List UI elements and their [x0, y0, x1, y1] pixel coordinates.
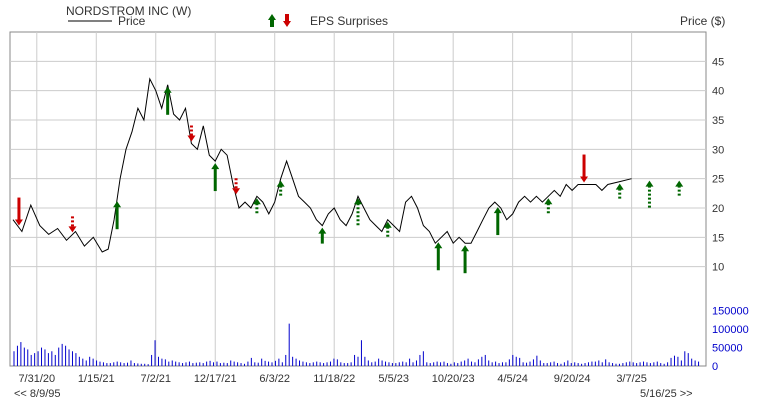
x-tick-label: 7/2/21: [140, 373, 171, 385]
volume-tick-label: 0: [712, 361, 718, 373]
eps-down-arrow-icon: [187, 125, 196, 142]
eps-up-arrow-icon: [434, 242, 443, 271]
price-tick-label: 15: [712, 232, 724, 244]
eps-legend-icon: [268, 14, 291, 27]
x-tick-label: 9/20/24: [554, 373, 591, 385]
eps-up-arrow-icon: [276, 180, 285, 197]
eps-up-arrow-icon: [113, 201, 122, 230]
price-tick-label: 40: [712, 86, 724, 98]
eps-legend-up-arrow-icon: [268, 14, 276, 27]
range-end-label[interactable]: 5/16/25 >>: [640, 388, 693, 400]
eps-up-arrow-icon: [615, 183, 624, 200]
x-tick-label: 7/31/20: [18, 373, 55, 385]
x-tick-label: 6/3/22: [259, 373, 290, 385]
eps-up-arrow-icon: [645, 180, 654, 209]
price-axis-title: Price ($): [680, 14, 725, 28]
eps-arrows: [14, 86, 684, 274]
legend-price-label: Price: [118, 14, 146, 28]
eps-legend-label: EPS Surprises: [310, 14, 388, 28]
eps-up-arrow-icon: [493, 207, 502, 236]
price-axis: 10 15 20 25 30 35 40 45: [712, 56, 724, 273]
eps-up-arrow-icon: [211, 163, 220, 192]
eps-up-arrow-icon: [383, 221, 392, 238]
x-tick-label: 3/7/25: [616, 373, 647, 385]
eps-up-arrow-icon: [354, 198, 362, 227]
price-tick-label: 45: [712, 56, 724, 68]
x-axis: 7/31/20 1/15/21 7/2/21 12/17/21 6/3/22 11/18/…: [18, 373, 646, 385]
price-tick-label: 20: [712, 203, 724, 215]
eps-up-arrow-icon: [252, 198, 261, 215]
eps-up-arrow-icon: [675, 180, 684, 197]
eps-up-arrow-icon: [163, 86, 172, 115]
x-tick-label: 12/17/21: [194, 373, 237, 385]
volume-bars: [13, 323, 700, 366]
volume-tick-label: 50000: [712, 343, 743, 355]
x-tick-label: 1/15/21: [78, 373, 115, 385]
volume-tick-label: 150000: [712, 306, 749, 318]
volume-tick-label: 100000: [712, 324, 749, 336]
price-tick-label: 10: [712, 262, 724, 274]
price-tick-label: 35: [712, 115, 724, 127]
eps-down-arrow-icon: [580, 154, 589, 183]
eps-down-arrow-icon: [68, 216, 77, 233]
x-tick-label: 5/5/23: [378, 373, 409, 385]
eps-up-arrow-icon: [318, 227, 327, 244]
eps-up-arrow-icon: [461, 245, 470, 274]
x-tick-label: 11/18/22: [313, 373, 355, 385]
x-tick-label: 10/20/23: [432, 373, 475, 385]
price-tick-label: 30: [712, 144, 724, 156]
eps-down-arrow-icon: [14, 197, 23, 226]
grid: [10, 32, 706, 366]
chart-title: NORDSTROM INC (W): [66, 4, 191, 18]
x-tick-label: 4/5/24: [497, 373, 528, 385]
range-start-label[interactable]: << 8/9/95: [14, 388, 61, 400]
eps-down-arrow-icon: [232, 178, 241, 195]
eps-legend-down-arrow-icon: [283, 14, 291, 27]
price-tick-label: 25: [712, 174, 724, 186]
volume-axis: 0 50000 100000 150000: [712, 306, 749, 373]
eps-up-arrow-icon: [544, 198, 553, 215]
price-line: [12, 77, 632, 253]
